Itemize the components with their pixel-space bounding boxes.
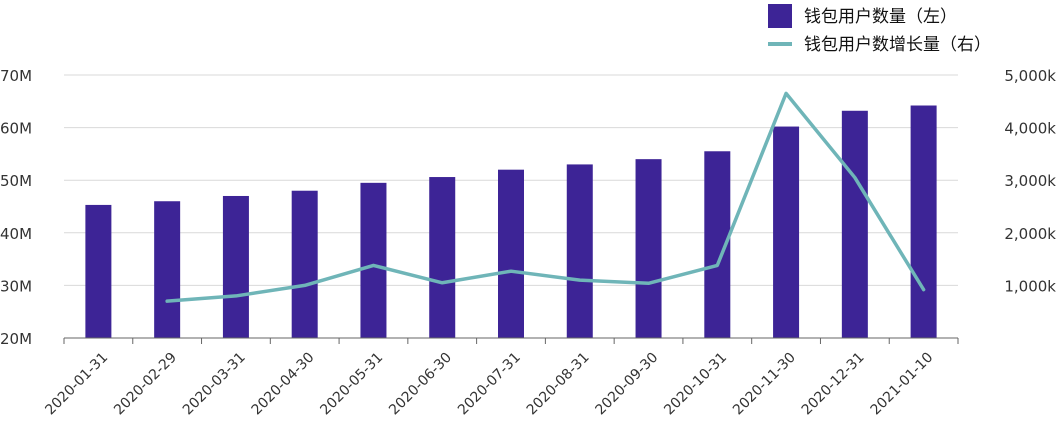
x-tick-label: 2020-10-31 [661, 350, 730, 419]
bar [910, 105, 937, 339]
legend-swatch-bar [768, 4, 792, 28]
bar [635, 159, 662, 338]
right-tick-label: 2,000k [1004, 225, 1056, 243]
x-tick-label: 2020-08-31 [524, 350, 593, 419]
x-tick-label: 2020-07-31 [455, 350, 524, 419]
x-tick-label: 2020-01-31 [42, 350, 111, 419]
right-tick-label: 4,000k [1004, 120, 1056, 138]
x-tick-label: 2020-06-30 [386, 350, 455, 419]
growth-line [165, 91, 926, 303]
bar [154, 201, 181, 338]
bar [498, 169, 524, 338]
bar [291, 190, 318, 338]
x-tick-label: 2020-04-30 [249, 350, 318, 419]
right-tick-label: 1,000k [1004, 277, 1056, 295]
right-tick-label: 5,000k [1004, 67, 1056, 85]
left-axis: 70M 60M 50M 40M 30M 20M [0, 67, 32, 348]
x-tick-label: 2020-03-31 [180, 350, 249, 419]
bar [566, 164, 593, 338]
legend-label-line: 钱包用户数增长量（右） [804, 35, 991, 55]
x-tick-label: 2020-05-31 [317, 350, 386, 419]
line-series [165, 91, 926, 303]
bar [773, 126, 800, 338]
left-tick-label: 20M [0, 330, 32, 348]
x-tick-label: 2021-01-10 [868, 350, 937, 419]
bar [429, 177, 456, 338]
x-tick-label: 2020-11-30 [730, 350, 799, 419]
x-tick-label: 2020-12-31 [799, 350, 868, 419]
right-axis: 5,000k 4,000k 3,000k 2,000k 1,000k [1004, 67, 1056, 295]
left-tick-label: 50M [0, 172, 32, 190]
right-tick-label: 3,000k [1004, 172, 1056, 190]
bar [85, 204, 112, 338]
x-axis: 2020-01-31 2020-02-29 2020-03-31 2020-04-30… [42, 337, 959, 419]
legend-label-bar: 钱包用户数量（左） [804, 7, 957, 27]
left-tick-label: 40M [0, 225, 32, 243]
bar [222, 195, 249, 338]
left-tick-label: 70M [0, 67, 32, 85]
legend: 钱包用户数量（左） 钱包用户数增长量（右） [768, 4, 991, 55]
left-tick-label: 60M [0, 120, 32, 138]
x-tick-label: 2020-02-29 [111, 350, 180, 419]
bar [841, 110, 868, 338]
bar-series [85, 105, 937, 339]
left-tick-label: 30M [0, 277, 32, 295]
x-tick-label: 2020-09-30 [593, 350, 662, 419]
bar [360, 182, 387, 338]
